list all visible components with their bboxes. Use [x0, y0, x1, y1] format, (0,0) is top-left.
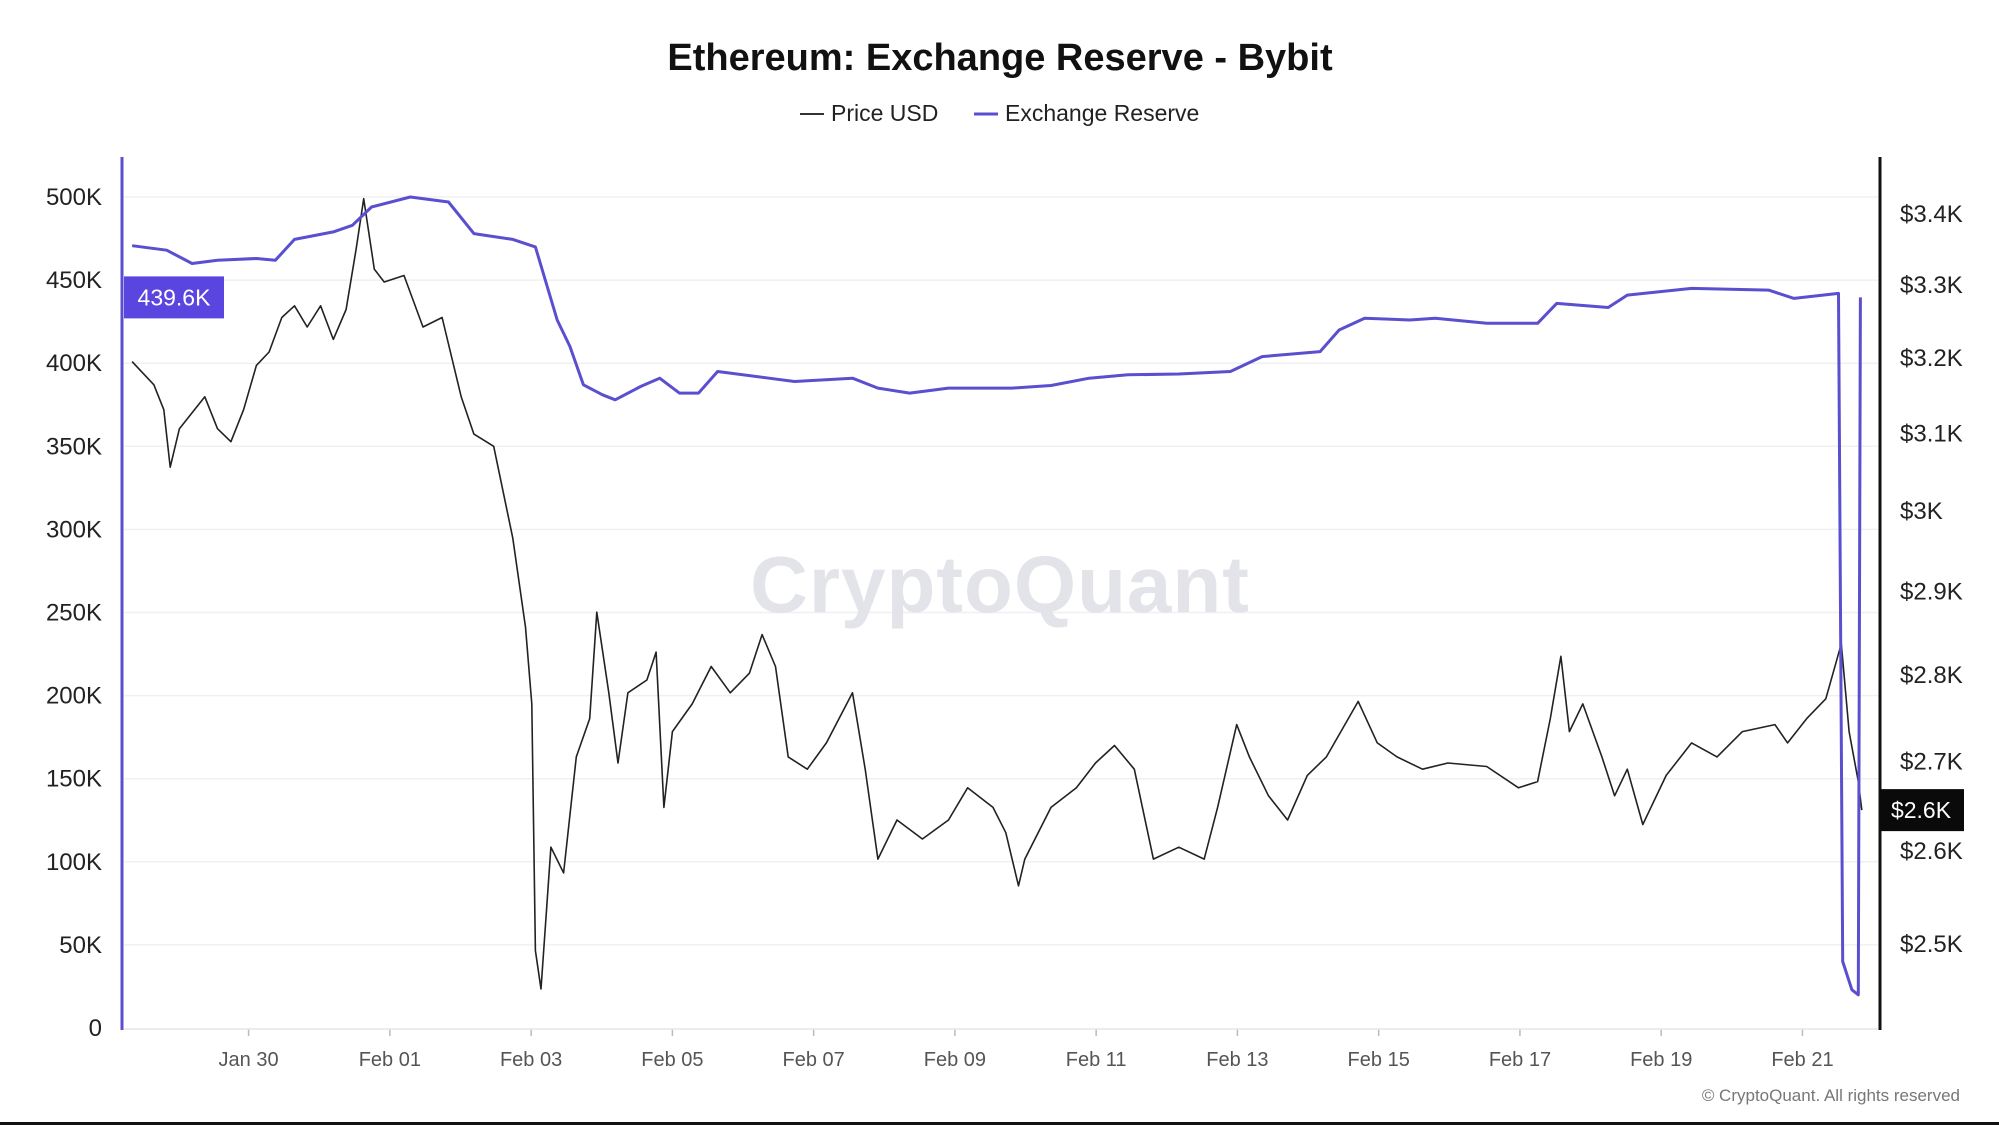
right-current-value-badge: $2.6K — [1880, 789, 1964, 832]
left-tick-label: 450K — [46, 267, 102, 294]
bottom-border — [0, 1122, 1999, 1125]
right-tick-label: $2.5K — [1900, 931, 1963, 958]
legend-label-price[interactable]: Price USD — [831, 100, 938, 126]
left-tick-label: 0 — [89, 1015, 102, 1042]
left-current-value-label: 439.6K — [138, 284, 212, 310]
watermark: CryptoQuant — [750, 540, 1250, 629]
right-tick-label: $2.8K — [1900, 662, 1963, 689]
x-tick-label: Feb 09 — [924, 1049, 986, 1071]
x-tick-label: Feb 11 — [1066, 1049, 1127, 1071]
exchange-reserve-line — [131, 195, 1862, 997]
left-current-value-badge: 439.6K — [124, 276, 224, 319]
x-tick-label: Feb 19 — [1630, 1049, 1692, 1071]
x-tick-label: Feb 13 — [1206, 1049, 1268, 1071]
left-tick-label: 200K — [46, 683, 102, 710]
left-tick-label: 300K — [46, 516, 102, 543]
x-tick-label: Jan 30 — [219, 1049, 279, 1071]
x-tick-label: Feb 03 — [500, 1049, 562, 1071]
chart-title: Ethereum: Exchange Reserve - Bybit — [667, 37, 1333, 79]
left-tick-label: 350K — [46, 433, 102, 460]
right-tick-label: $3.4K — [1900, 201, 1963, 228]
x-axis-ticks: Jan 30 Feb 01 Feb 03 Feb 05 Feb 07 Feb 09 Feb … — [124, 1028, 1878, 1071]
right-tick-label: $2.7K — [1900, 748, 1963, 775]
legend-label-reserve[interactable]: Exchange Reserve — [1005, 100, 1199, 126]
right-tick-label: $3.3K — [1900, 272, 1963, 299]
x-tick-label: Feb 07 — [783, 1049, 845, 1071]
copyright: © CryptoQuant. All rights reserved — [1702, 1086, 1960, 1105]
left-tick-label: 500K — [46, 184, 102, 211]
left-tick-label: 50K — [59, 932, 102, 959]
right-tick-label: $2.6K — [1900, 838, 1963, 865]
legend: Price USD Exchange Reserve — [800, 100, 1199, 126]
left-axis-ticks: 0 50K 100K 150K 200K 250K 300K 350K 400K 450K 500K — [46, 184, 102, 1042]
left-tick-label: 250K — [46, 600, 102, 627]
right-tick-label: $3.2K — [1900, 345, 1963, 372]
left-tick-label: 400K — [46, 350, 102, 377]
right-tick-label: $3.1K — [1900, 420, 1963, 447]
price-usd-line — [131, 197, 1863, 990]
right-axis-ticks: $3.4K $3.3K $3.2K $3.1K $3K $2.9K $2.8K $2.7K $2… — [1900, 201, 1963, 958]
right-current-value-label: $2.6K — [1891, 797, 1952, 823]
left-tick-label: 100K — [46, 849, 102, 876]
left-tick-label: 150K — [46, 766, 102, 793]
x-tick-label: Feb 05 — [641, 1049, 703, 1071]
right-tick-label: $3K — [1900, 498, 1943, 525]
x-tick-label: Feb 21 — [1771, 1049, 1833, 1071]
x-tick-label: Feb 15 — [1348, 1049, 1410, 1071]
x-tick-label: Feb 01 — [359, 1049, 421, 1071]
right-tick-label: $2.9K — [1900, 579, 1963, 606]
x-tick-label: Feb 17 — [1489, 1049, 1551, 1071]
